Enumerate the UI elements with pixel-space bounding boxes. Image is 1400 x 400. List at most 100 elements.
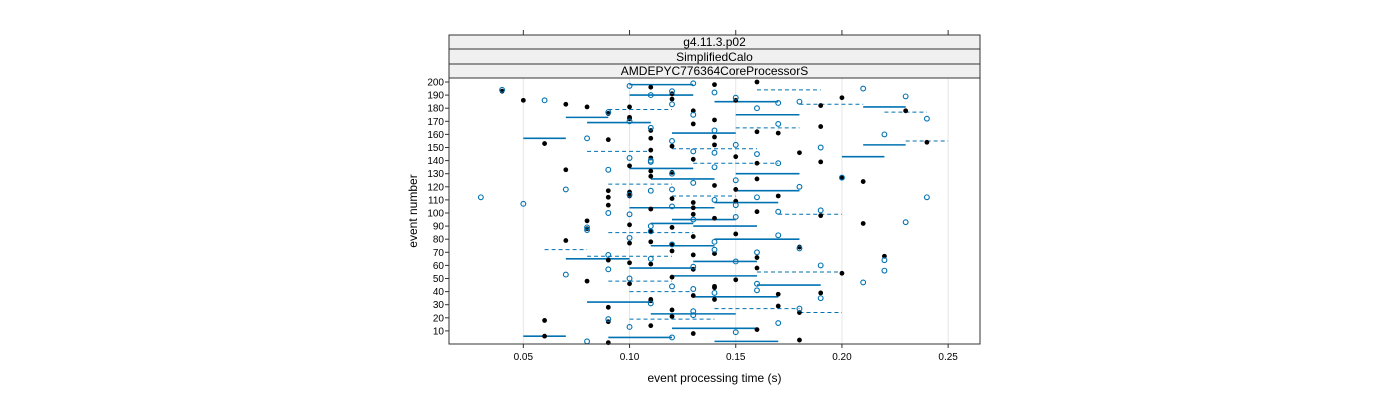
open-point [732,329,739,336]
open-point [626,211,633,218]
y-tick-label: 60 [433,261,445,272]
filled-point [818,103,824,108]
x-axis-title: event processing time (s) [647,371,781,385]
open-point [647,124,654,131]
filled-point [648,297,654,302]
open-point [711,164,718,171]
filled-point [775,303,781,309]
filled-point [733,187,739,192]
filled-point [712,297,717,302]
filled-point [563,167,569,173]
strip-label-2: SimplifiedCalo [676,50,753,64]
open-point [754,105,760,112]
filled-point [712,251,717,257]
open-point [902,93,909,100]
open-point [647,300,654,307]
filled-point [775,291,781,297]
open-point [817,295,824,302]
filled-point [797,337,802,343]
open-point [860,85,867,92]
y-tick-label: 190 [427,91,444,102]
y-tick-label: 150 [427,143,444,154]
open-point [754,194,760,201]
open-point [626,82,633,89]
open-point [669,203,675,210]
open-point [669,241,675,248]
filled-point [733,277,739,283]
x-axis: 0.05 0.10 0.15 0.20 0.25 [514,30,958,363]
filled-point [775,193,781,199]
open-point [647,158,654,165]
filled-point [563,238,569,243]
y-axis-title: event number [406,174,420,247]
open-point [690,263,697,270]
open-point [732,141,739,148]
open-point [647,223,654,230]
filled-point [712,215,717,221]
open-point [690,308,697,315]
y-tick-label: 110 [428,195,444,206]
strip-label-3: AMDEPYC776364CoreProcessorS [621,64,808,78]
open-point [711,89,718,96]
filled-point [584,104,590,110]
open-point [690,148,697,155]
open-point [796,98,803,105]
open-point [690,286,697,292]
open-point [775,120,782,127]
filled-point [882,253,887,259]
strip-label-1: g4.11.3.p02 [683,35,746,49]
x-tick-label: 0.20 [832,352,852,363]
filled-point [712,183,717,188]
filled-point [690,252,696,258]
filled-point [690,331,696,336]
filled-point [839,95,845,101]
open-point [732,177,739,184]
filled-point [669,248,675,254]
open-point [499,86,506,93]
filled-point [627,260,632,266]
open-point [817,207,824,214]
open-point [626,155,633,161]
open-point [732,213,739,220]
filled-point [542,141,547,146]
open-point [796,183,803,190]
open-point [690,111,697,118]
open-point [647,255,654,262]
open-point [626,275,633,282]
y-tick-label: 30 [433,300,445,311]
filled-point [669,242,675,247]
filled-point [690,205,696,211]
open-point [647,92,654,99]
x-tick-label: 0.25 [938,352,958,363]
open-point [732,94,739,101]
filled-point [648,239,654,245]
x-tick-label: 0.15 [726,352,746,363]
y-axis: 10 20 30 40 50 60 70 80 90 100 110 120 130 140 150 160 1… [427,78,449,337]
filled-point [860,179,866,184]
filled-point [690,211,696,217]
open-point [711,246,718,253]
filled-point [754,265,760,271]
open-point [605,109,612,116]
open-point [754,280,760,287]
open-point [754,287,760,294]
open-point [711,196,718,203]
y-tick-label: 180 [427,104,444,115]
filled-point [903,108,909,114]
open-point [669,88,675,95]
filled-point [605,137,611,143]
open-point [881,131,888,138]
filled-point [648,206,654,212]
open-point [711,238,718,245]
filled-point [605,188,611,194]
open-point [881,267,888,274]
x-tick-label: 0.10 [620,352,640,363]
filled-point [542,318,547,323]
filled-point [605,202,611,208]
x-tick-label: 0.05 [514,352,534,363]
filled-point [648,135,654,141]
open-point [520,200,527,207]
filled-point [754,255,760,260]
open-point [775,232,782,239]
filled-point [839,270,845,276]
